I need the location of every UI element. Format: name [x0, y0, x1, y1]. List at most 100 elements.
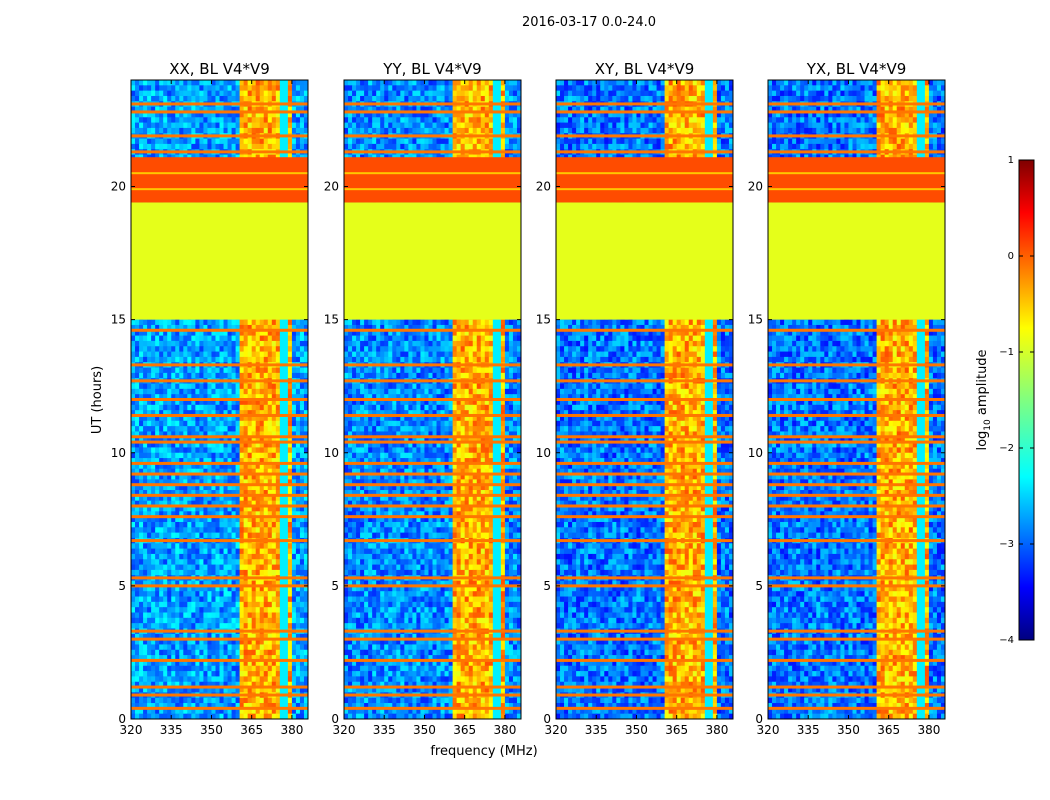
heatmap-cell — [223, 106, 229, 113]
heatmap-cell — [195, 468, 200, 475]
heatmap-cell — [167, 340, 172, 347]
heatmap-cell — [187, 671, 192, 677]
heatmap-cell — [251, 490, 257, 496]
heatmap-cell — [207, 607, 212, 614]
heatmap-cell — [135, 511, 140, 518]
heatmap-cell — [235, 404, 241, 411]
heatmap-cell — [187, 458, 192, 464]
heatmap-cell — [179, 479, 184, 486]
heatmap-cell — [151, 388, 156, 395]
heatmap-cell — [183, 85, 188, 92]
heatmap-cell — [135, 388, 140, 395]
heatmap-cell — [147, 548, 152, 555]
heatmap-cell — [279, 367, 285, 374]
heatmap-cell — [187, 372, 192, 379]
heatmap-cell — [135, 548, 140, 555]
heatmap-cell — [179, 127, 184, 134]
heatmap-cell — [219, 644, 225, 651]
heatmap-cell — [275, 607, 281, 614]
heatmap-cell — [243, 356, 249, 363]
heatmap-cell — [167, 601, 172, 608]
heatmap-cell — [211, 553, 216, 560]
heatmap-cell — [263, 649, 269, 656]
heatmap-cell — [291, 527, 297, 534]
heatmap-cell — [195, 559, 200, 566]
heatmap-cell — [235, 516, 241, 523]
heatmap-cell — [227, 319, 233, 326]
heatmap-cell — [163, 452, 168, 459]
heatmap-cell — [291, 591, 297, 598]
heatmap-cell — [219, 420, 225, 427]
heatmap-cell — [251, 431, 257, 438]
heatmap-cell — [259, 106, 265, 113]
heatmap-cell — [247, 607, 253, 614]
heatmap-cell — [163, 394, 168, 401]
heatmap-cell — [211, 90, 216, 97]
heatmap-cell — [187, 474, 192, 480]
heatmap-cell — [207, 665, 212, 672]
heatmap-cell — [259, 95, 265, 102]
heatmap-cell — [279, 463, 285, 470]
heatmap-cell — [227, 516, 233, 523]
heatmap-cell — [199, 122, 204, 129]
heatmap-cell — [203, 655, 208, 661]
heatmap-cell — [131, 511, 136, 518]
heatmap-cell — [131, 569, 136, 576]
heatmap-cell — [199, 676, 204, 683]
heatmap-cell — [131, 452, 136, 459]
heatmap-cell — [131, 436, 136, 443]
heatmap-cell — [263, 500, 269, 507]
heatmap-cell — [259, 564, 265, 571]
heatmap-cell — [143, 356, 148, 363]
heatmap-cell — [135, 330, 140, 337]
heatmap-cell — [219, 436, 225, 443]
heatmap-cell — [171, 495, 176, 502]
heatmap-cell — [271, 569, 277, 576]
heatmap-cell — [195, 452, 200, 459]
heatmap-cell — [283, 468, 289, 475]
heatmap-cell — [299, 420, 305, 427]
heatmap-cell — [287, 335, 293, 342]
heatmap-cell — [199, 346, 204, 353]
heatmap-cell — [143, 516, 148, 523]
heatmap-cell — [203, 506, 208, 512]
heatmap-cell — [131, 127, 136, 134]
heatmap-cell — [159, 623, 164, 629]
heatmap-cell — [251, 601, 257, 608]
heatmap-cell — [167, 506, 172, 512]
heatmap-cell — [207, 463, 212, 470]
heatmap-cell — [171, 569, 176, 576]
heatmap-cell — [259, 490, 265, 496]
heatmap-cell — [171, 521, 176, 528]
heatmap-cell — [219, 340, 225, 347]
heatmap-cell — [175, 415, 180, 422]
heatmap-cell — [191, 548, 196, 555]
heatmap-cell — [267, 143, 273, 150]
heatmap-cell — [139, 676, 144, 683]
heatmap-cell — [303, 543, 308, 550]
heatmap-cell — [159, 660, 164, 667]
heatmap-cell — [239, 111, 245, 118]
heatmap-cell — [295, 612, 301, 619]
heatmap-cell — [279, 111, 285, 118]
heatmap-cell — [191, 607, 196, 614]
heatmap-cell — [175, 506, 180, 512]
heatmap-cell — [207, 458, 212, 464]
heatmap-cell — [131, 356, 136, 363]
heatmap-cell — [231, 601, 237, 608]
heatmap-cell — [251, 607, 257, 614]
heatmap-cell — [155, 85, 160, 92]
heatmap-cell — [295, 660, 301, 667]
heatmap-cell — [175, 436, 180, 443]
heatmap-cell — [231, 596, 237, 603]
heatmap-cell — [135, 122, 140, 129]
heatmap-cell — [203, 665, 208, 672]
heatmap-cell — [283, 612, 289, 619]
heatmap-cell — [303, 127, 308, 134]
heatmap-cell — [195, 319, 200, 326]
heatmap-cell — [303, 415, 308, 422]
heatmap-cell — [203, 335, 208, 342]
heatmap-cell — [183, 601, 188, 608]
heatmap-cell — [135, 335, 140, 342]
heatmap-cell — [255, 426, 261, 432]
